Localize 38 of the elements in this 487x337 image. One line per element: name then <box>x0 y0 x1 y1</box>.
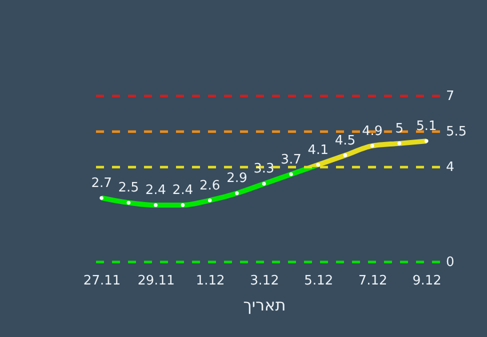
data-label: 2.4 <box>145 183 166 198</box>
point <box>208 198 212 202</box>
point <box>126 200 130 205</box>
x-tick-label: 1.12 <box>196 274 225 288</box>
data-label: 2.7 <box>91 176 112 191</box>
data-label: 2.9 <box>226 171 248 186</box>
data-label: 4.1 <box>308 142 328 158</box>
data-label: 5 <box>395 121 404 136</box>
point <box>424 139 428 143</box>
point <box>316 162 320 167</box>
data-label: 3.7 <box>280 152 302 168</box>
x-tick-label: 9.12 <box>412 274 442 288</box>
x-axis-title: תאריך <box>243 296 286 314</box>
x-tick-label: 3.12 <box>250 274 279 288</box>
ref-line-label: 7 <box>446 89 454 104</box>
data-label: 2.6 <box>200 178 220 194</box>
data-label: 2.5 <box>118 180 139 196</box>
ref-line-label: 0 <box>446 255 454 270</box>
point <box>100 196 104 200</box>
data-label: 2.4 <box>172 183 194 198</box>
point <box>398 142 402 146</box>
x-tick-label: 7.12 <box>358 274 388 288</box>
point <box>262 182 266 186</box>
x-tick-label: 5.12 <box>304 274 334 288</box>
point <box>343 153 348 158</box>
data-label: 4.9 <box>362 124 383 139</box>
point <box>289 172 293 176</box>
ref-line-label: 5.5 <box>446 124 467 140</box>
data-label: 4.5 <box>334 133 356 148</box>
point <box>154 203 158 207</box>
data-label: 3.3 <box>254 162 274 177</box>
data-label: 5.1 <box>416 119 437 134</box>
ref-line-label: 4 <box>446 160 454 176</box>
point <box>235 191 239 196</box>
point <box>180 203 185 207</box>
point <box>370 144 374 148</box>
x-tick-label: 27.11 <box>83 274 121 288</box>
x-tick-label: 29.11 <box>138 274 175 288</box>
